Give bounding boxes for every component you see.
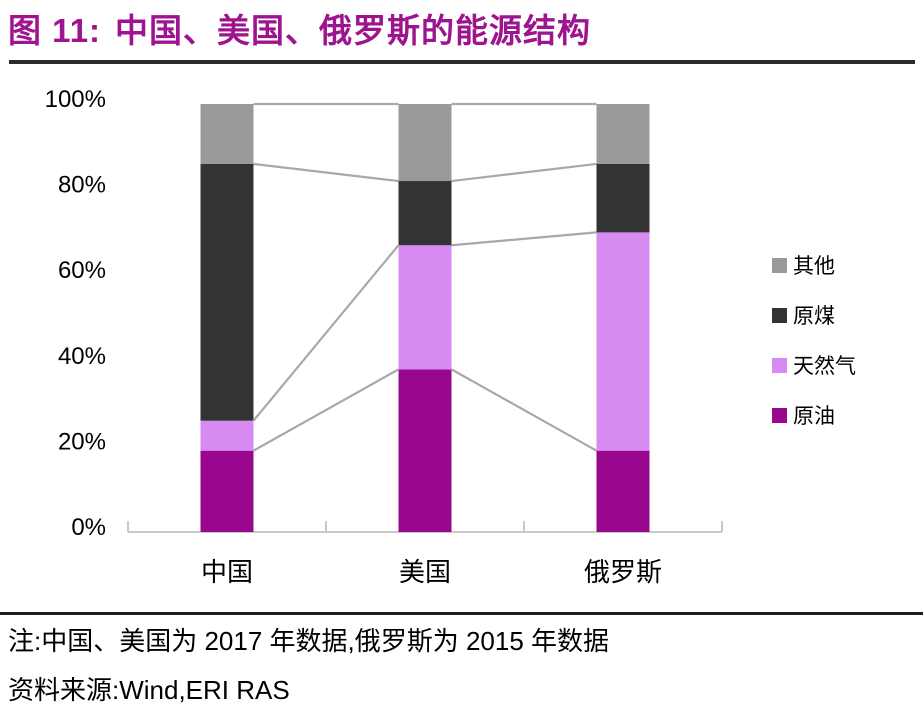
bar-segment-中国-天然气 (200, 420, 254, 451)
legend-label: 其他 (793, 255, 835, 278)
bar-segment-中国-原油 (200, 450, 254, 532)
y-axis-label: 0% (71, 514, 106, 541)
bar-segment-美国-天然气 (398, 245, 452, 370)
bar-segment-中国-其他 (200, 104, 254, 164)
legend-swatch (772, 407, 787, 423)
legend-label: 原煤 (793, 305, 835, 328)
legend-swatch (772, 357, 787, 373)
title-separator (9, 60, 915, 64)
legend-label: 天然气 (793, 355, 856, 378)
y-axis-label: 60% (58, 257, 106, 284)
y-axis-label: 20% (58, 428, 106, 455)
figure-title: 图 11: 中国、美国、俄罗斯的能源结构 (8, 4, 591, 52)
chart-note: 注:中国、美国为 2017 年数据,俄罗斯为 2015 年数据 (8, 626, 610, 656)
bar-segment-俄罗斯-原油 (596, 450, 650, 532)
legend-label: 原油 (793, 405, 835, 428)
x-axis-label: 俄罗斯 (584, 557, 662, 587)
series-line (451, 231, 597, 247)
figure-number: 图 11: (8, 12, 102, 49)
bar-segment-美国-其他 (398, 104, 452, 182)
bar-segment-俄罗斯-天然气 (596, 232, 650, 451)
x-axis-label: 美国 (399, 557, 451, 587)
figure-title-text: 中国、美国、俄罗斯的能源结构 (115, 12, 592, 49)
legend-item-原油: 原油 (772, 390, 856, 440)
legend-item-原煤: 原煤 (772, 290, 856, 340)
x-axis-label: 中国 (201, 557, 253, 587)
bar-segment-美国-原油 (398, 369, 452, 532)
legend-item-其他: 其他 (772, 240, 856, 290)
series-line (252, 368, 400, 452)
chart-legend: 其他 原煤 天然气 原油 (772, 240, 856, 440)
stacked-bar-chart: 0% 20% 40% 60% 80% 100% 中国 美国 俄罗斯 (45, 86, 723, 587)
bar-segment-俄罗斯-其他 (596, 104, 650, 164)
bar-segment-美国-原煤 (398, 181, 452, 246)
series-line (253, 162, 399, 183)
bar-segment-中国-原煤 (200, 163, 254, 421)
y-axis-label: 80% (58, 172, 106, 199)
chart-source: 资料来源:Wind,ERI RAS (8, 675, 290, 705)
y-axis-label: 100% (45, 86, 106, 113)
legend-swatch (772, 257, 787, 273)
series-line (450, 368, 598, 452)
y-axis-label: 40% (58, 343, 106, 370)
legend-swatch (772, 307, 787, 323)
legend-item-天然气: 天然气 (772, 340, 856, 390)
series-line (451, 162, 597, 183)
footer-separator (0, 612, 923, 615)
bar-segment-俄罗斯-原煤 (596, 163, 650, 233)
series-line (252, 244, 400, 422)
